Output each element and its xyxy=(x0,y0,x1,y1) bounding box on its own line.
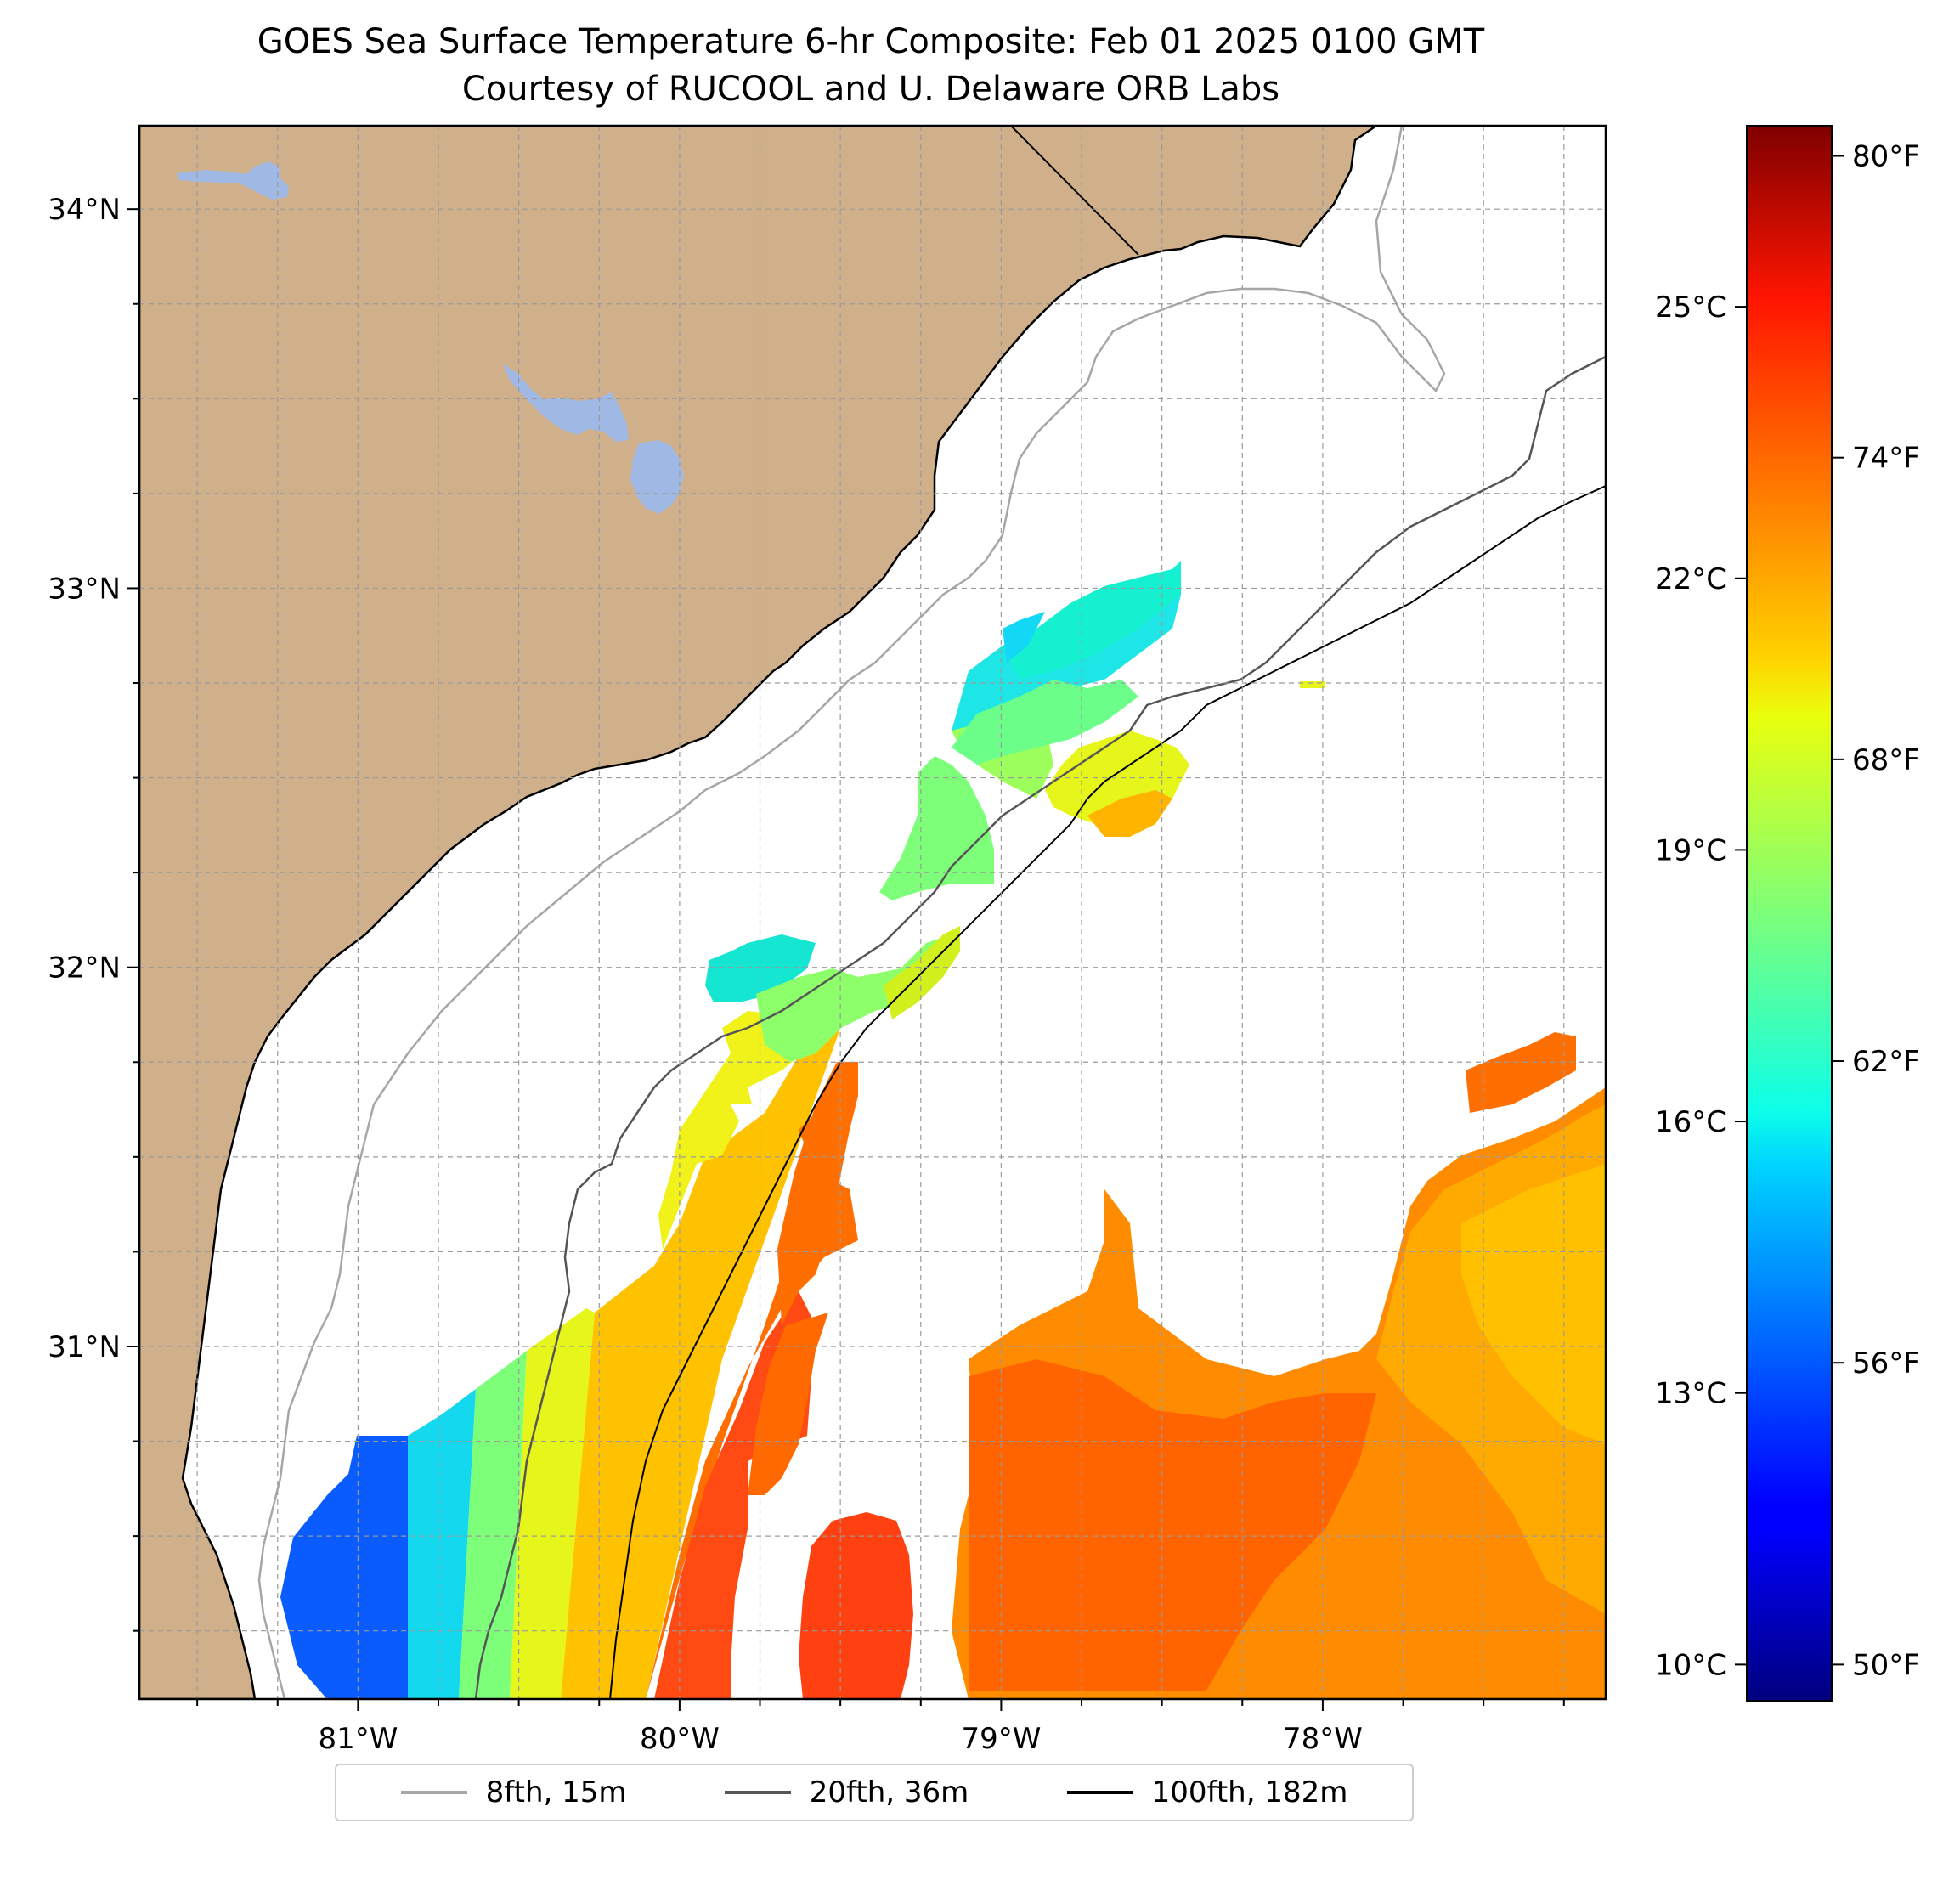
lat-tick-label: 32°N xyxy=(48,951,121,985)
lon-tick-label: 79°W xyxy=(961,1722,1041,1756)
legend-item-20fth: 20fth, 36m xyxy=(724,1776,969,1809)
legend-swatch-20fth xyxy=(724,1791,791,1794)
lat-tick-label: 31°N xyxy=(48,1330,121,1364)
sst-patch-east-gold xyxy=(1461,1164,1606,1444)
legend-swatch-8fth xyxy=(400,1791,467,1794)
lake-marion xyxy=(503,364,629,442)
sst-patch-eddy-orange xyxy=(777,1062,858,1325)
lon-tick-label: 81°W xyxy=(318,1722,398,1756)
sst-patch-north-orange xyxy=(1087,790,1172,837)
sst-patch-mid-green xyxy=(756,939,939,1062)
celsius-tick-label: 10°C xyxy=(1655,1648,1726,1682)
legend-label-20fth: 20fth, 36m xyxy=(809,1776,969,1809)
lake-north xyxy=(177,161,289,200)
fahrenheit-tick-label: 80°F xyxy=(1852,140,1920,174)
sst-patch-north-green xyxy=(879,756,994,900)
legend-swatch-100fth xyxy=(1066,1791,1133,1794)
sst-patch-shelf-yellow xyxy=(658,1002,820,1249)
fahrenheit-tick-label: 50°F xyxy=(1852,1648,1920,1682)
legend-item-8fth: 8fth, 15m xyxy=(400,1776,627,1809)
celsius-tick-label: 13°C xyxy=(1655,1377,1726,1411)
axis-ticks: 34°N 33°N 32°N 31°N 81°W 80°W 79°W 78°W xyxy=(48,193,1565,1756)
sst-patch-sw-cyan xyxy=(408,1389,476,1699)
colorbar-gradient xyxy=(1746,125,1833,1702)
fahrenheit-tick-label: 62°F xyxy=(1852,1045,1920,1079)
colorbar: 25°C 22°C 19°C 16°C 13°C 10°C 80°F 74°F 68°F 62°F… xyxy=(1655,125,1920,1702)
legend-label-8fth: 8fth, 15m xyxy=(485,1776,627,1809)
celsius-tick-label: 22°C xyxy=(1655,562,1726,596)
fahrenheit-tick-label: 74°F xyxy=(1852,442,1920,476)
contour-legend: 8fth, 15m 20fth, 36m 100fth, 182m xyxy=(335,1764,1414,1821)
contour-100fth xyxy=(609,485,1606,1699)
lon-tick-label: 78°W xyxy=(1283,1722,1363,1756)
lon-tick-label: 80°W xyxy=(640,1722,720,1756)
lat-tick-label: 34°N xyxy=(48,193,121,227)
state-border xyxy=(1010,126,1139,256)
sst-patch-orange-lobe xyxy=(748,1313,828,1495)
celsius-tick-label: 19°C xyxy=(1655,833,1726,867)
contour-8fth xyxy=(257,126,1446,1699)
sst-layer xyxy=(280,561,1606,1699)
sst-patch-north-green-2 xyxy=(952,680,1138,765)
celsius-tick-label: 25°C xyxy=(1655,291,1726,325)
gridlines xyxy=(139,126,1606,1699)
contour-20fth xyxy=(474,355,1606,1699)
lake-moultrie xyxy=(630,440,684,514)
map-subtitle: Courtesy of RUCOOL and U. Delaware ORB L… xyxy=(461,70,1280,109)
sst-patch-east-top xyxy=(1466,1032,1576,1113)
sst-patch-north-aqua xyxy=(1003,561,1181,680)
fahrenheit-tick-label: 68°F xyxy=(1852,743,1920,777)
celsius-tick-label: 16°C xyxy=(1655,1105,1726,1139)
map-title: GOES Sea Surface Temperature 6-hr Compos… xyxy=(257,22,1485,61)
legend-label-100fth: 100fth, 182m xyxy=(1151,1776,1348,1809)
land-mass xyxy=(139,126,1379,1699)
sst-patch-sw-yellow xyxy=(510,1308,595,1699)
sst-patch-sw-cold xyxy=(280,1436,408,1699)
colorbar-ticks: 25°C 22°C 19°C 16°C 13°C 10°C 80°F 74°F 68°F 62°F… xyxy=(1655,140,1920,1683)
sst-patch-east-redorange xyxy=(969,1359,1376,1691)
fahrenheit-tick-label: 56°F xyxy=(1852,1346,1920,1380)
sst-patch-north-cyan-left xyxy=(1003,612,1045,663)
sst-patch-sw-green xyxy=(459,1351,527,1699)
lat-tick-label: 33°N xyxy=(48,572,121,606)
map-frame xyxy=(138,124,1607,1701)
sst-patch-small-yellow xyxy=(1300,681,1325,688)
sst-patch-red-blob xyxy=(799,1512,913,1699)
legend-item-100fth: 100fth, 182m xyxy=(1066,1776,1348,1809)
